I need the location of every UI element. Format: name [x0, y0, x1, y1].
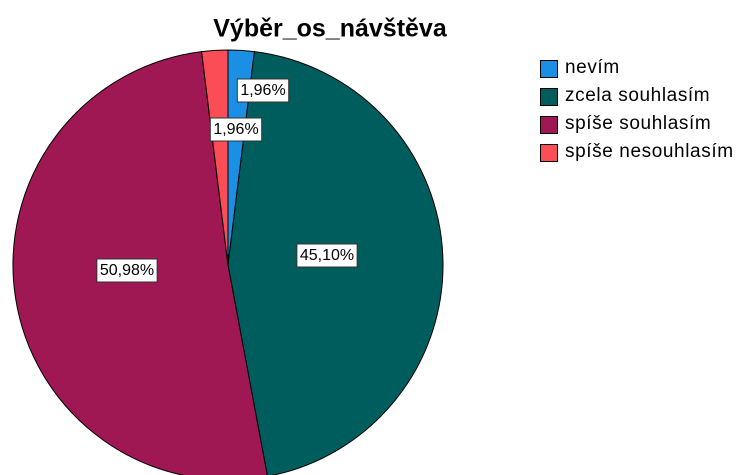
- legend-swatch: [540, 144, 558, 162]
- label-box: [236, 78, 290, 103]
- legend-item: spíše souhlasím: [540, 114, 737, 134]
- legend-item: nevím: [540, 58, 737, 78]
- legend-item: spíše nesouhlasím: [540, 142, 737, 162]
- legend-item: zcela souhlasím: [540, 86, 737, 106]
- data-label: 1,96%: [209, 117, 263, 142]
- legend-label: nevím: [565, 57, 620, 78]
- chart-title: Výběr_os_návštěva: [213, 15, 448, 43]
- legend-label: zcela souhlasím: [565, 85, 711, 106]
- label-text: 1,96%: [240, 82, 285, 99]
- legend-label: spíše souhlasím: [565, 113, 712, 134]
- data-label: 1,96%: [236, 78, 290, 103]
- legend-swatch: [540, 60, 558, 78]
- label-text: 1,96%: [213, 121, 258, 138]
- label-box: [209, 117, 263, 142]
- legend-swatch: [540, 116, 558, 134]
- label-box: [96, 258, 158, 283]
- legend: nevím zcela souhlasím spíše souhlasím spíše…: [540, 58, 737, 170]
- label-text: 50,98%: [100, 262, 154, 279]
- data-label: 45,10%: [296, 243, 358, 268]
- label-box: [296, 243, 358, 268]
- label-text: 45,10%: [300, 247, 354, 264]
- data-label: 50,98%: [96, 258, 158, 283]
- legend-label: spíše nesouhlasím: [565, 141, 734, 162]
- legend-swatch: [540, 88, 558, 106]
- pie-slice: [201, 49, 229, 266]
